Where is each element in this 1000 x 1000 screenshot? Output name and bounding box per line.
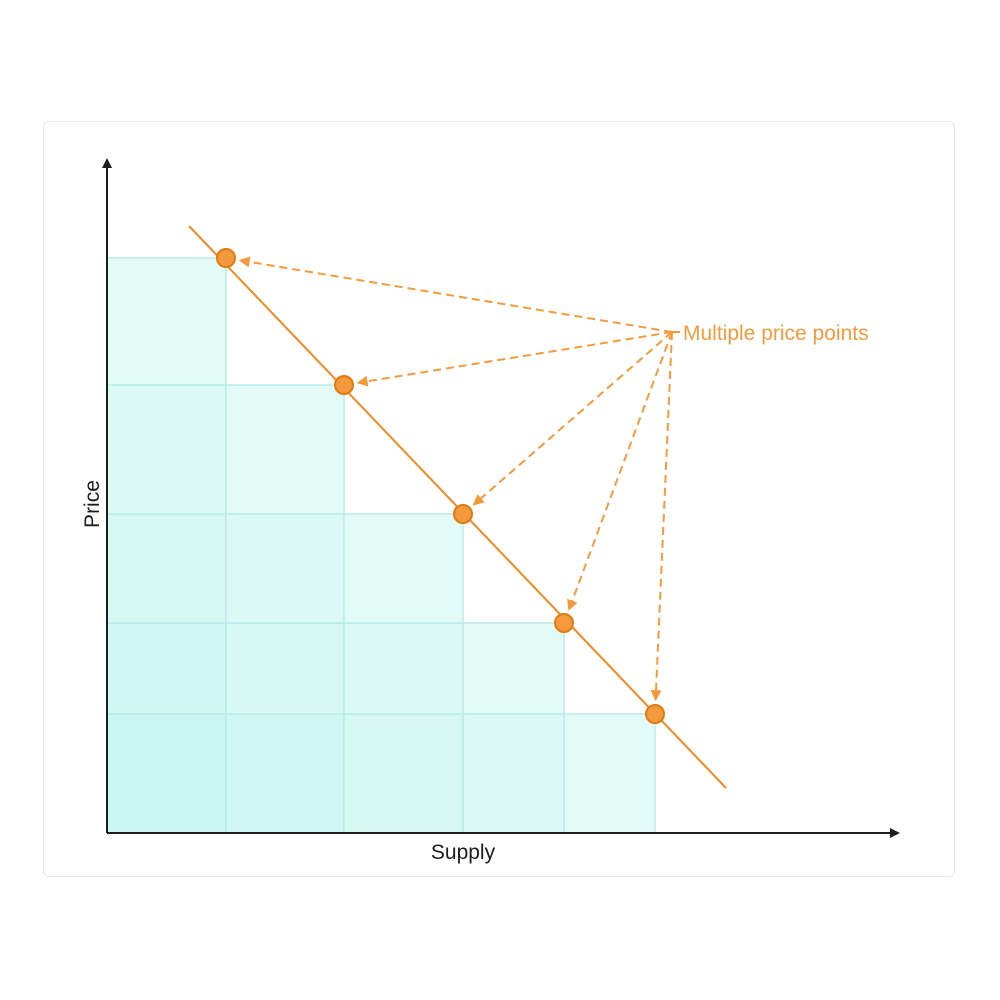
grid-cell	[225, 713, 345, 834]
price-points	[216, 248, 665, 724]
grid-cell	[106, 384, 227, 515]
annotation-arrow	[238, 256, 673, 333]
grid-cell	[106, 513, 227, 624]
annotation-arrow	[356, 331, 673, 387]
grid-cell	[343, 513, 464, 624]
annotation-arrow	[650, 331, 673, 702]
grid-cell	[106, 257, 227, 386]
price-point-5	[645, 704, 665, 724]
grid-cell	[462, 713, 565, 834]
grid-cell	[106, 713, 227, 834]
annotation-arrow	[567, 331, 673, 611]
x-axis-label: Supply	[431, 841, 496, 864]
annotation-label: Multiple price points	[683, 322, 869, 345]
grid-cell	[225, 513, 345, 624]
grid-cell	[343, 713, 464, 834]
staircase-grid	[106, 257, 656, 834]
annotation-arrow	[472, 331, 673, 506]
annotation-arrows	[238, 256, 680, 702]
price-point-2	[334, 375, 354, 395]
price-point-3	[453, 504, 473, 524]
grid-cell	[106, 622, 227, 715]
grid-cell	[462, 622, 565, 715]
grid-cell	[563, 713, 656, 834]
price-point-1	[216, 248, 236, 268]
grid-cell	[343, 622, 464, 715]
price-point-4	[554, 613, 574, 633]
y-axis-label: Price	[81, 480, 104, 528]
grid-cell	[225, 384, 345, 515]
grid-cell	[225, 622, 345, 715]
